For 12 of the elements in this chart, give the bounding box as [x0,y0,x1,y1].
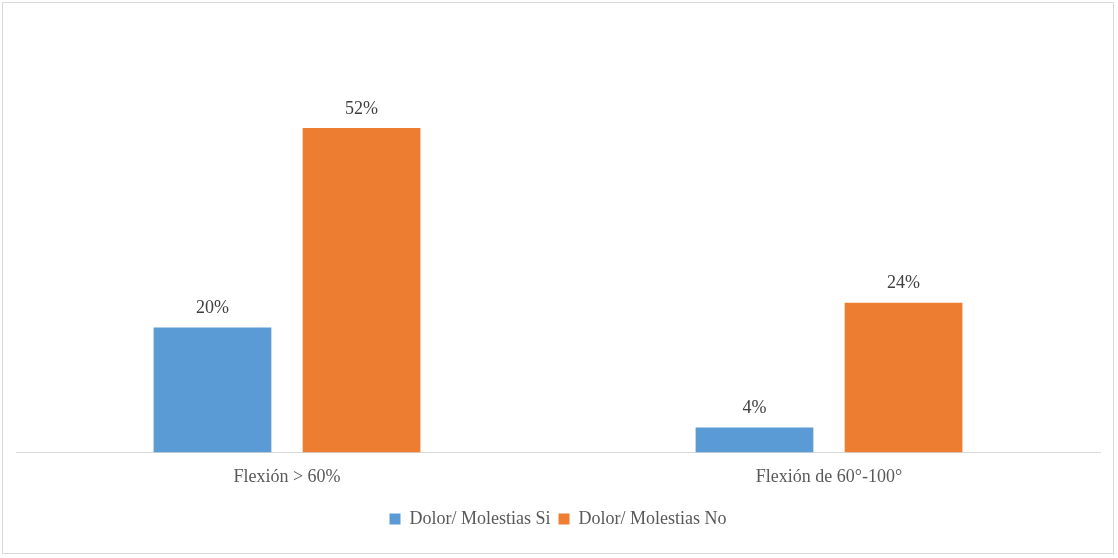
x-tick-label: Flexión > 60% [233,465,341,486]
data-label: 24% [887,272,921,293]
data-label: 20% [195,297,229,318]
bar [302,127,421,453]
bar [695,427,814,453]
x-tick-label: Flexión de 60°-100° [755,465,903,486]
bar [153,327,272,453]
bar [844,302,963,453]
legend-label: Dolor/ Molestias Si [409,507,551,528]
legend-label: Dolor/ Molestias No [578,507,727,528]
data-label: 4% [742,397,767,418]
data-label: 52% [345,97,379,118]
